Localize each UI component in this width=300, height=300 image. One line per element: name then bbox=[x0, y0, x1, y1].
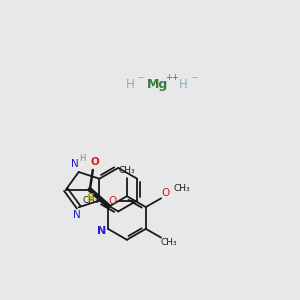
Text: CH₃: CH₃ bbox=[161, 238, 177, 247]
Text: H: H bbox=[179, 78, 188, 91]
Text: −: − bbox=[190, 73, 199, 83]
Text: N: N bbox=[71, 159, 79, 169]
Text: Mg: Mg bbox=[147, 78, 169, 91]
Text: CH₃: CH₃ bbox=[82, 196, 99, 205]
Text: H: H bbox=[126, 78, 135, 91]
Text: CH₃: CH₃ bbox=[118, 166, 135, 175]
Text: ++: ++ bbox=[165, 73, 179, 82]
Text: N: N bbox=[98, 226, 107, 236]
Text: S: S bbox=[86, 193, 94, 202]
Text: O: O bbox=[109, 196, 117, 206]
Text: CH₃: CH₃ bbox=[173, 184, 190, 193]
Text: O: O bbox=[162, 188, 170, 198]
Text: O: O bbox=[90, 157, 99, 167]
Text: N: N bbox=[73, 210, 81, 220]
Text: H: H bbox=[80, 154, 86, 163]
Text: −: − bbox=[137, 73, 145, 83]
